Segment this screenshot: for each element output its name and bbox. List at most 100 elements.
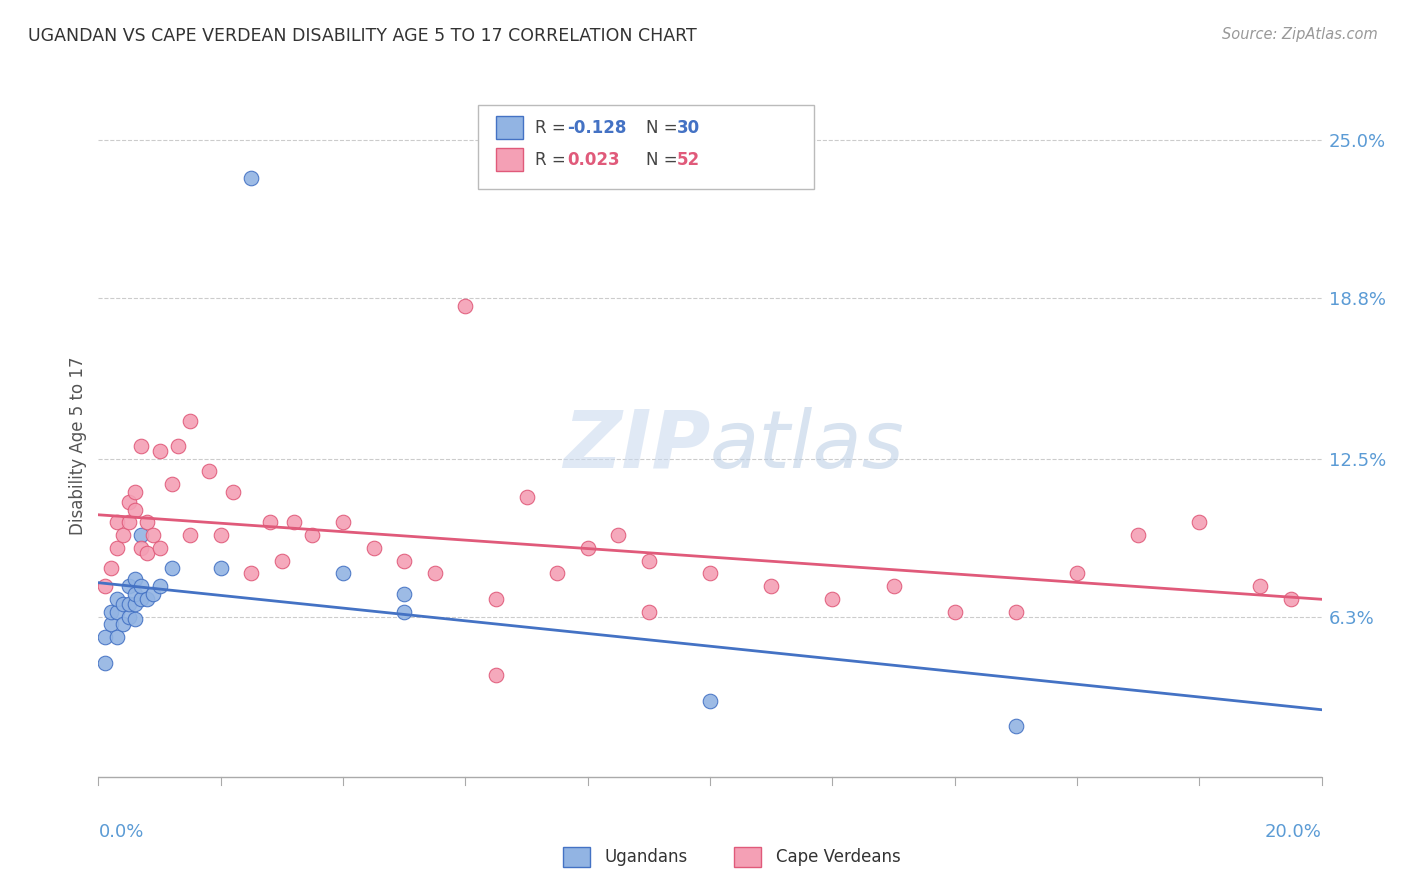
Point [111, 528, 134, 542]
Point [270, 554, 292, 568]
Point [105, 516, 128, 530]
Point [332, 566, 354, 581]
Point [129, 579, 152, 593]
Point [129, 439, 152, 453]
Point [1128, 528, 1150, 542]
Point [699, 566, 721, 581]
Bar [734, 847, 762, 867]
Point [118, 579, 141, 593]
Point [363, 541, 385, 555]
Point [1188, 516, 1211, 530]
Point [699, 694, 721, 708]
Text: R =: R = [536, 119, 571, 136]
Point [332, 516, 354, 530]
Text: Ugandans: Ugandans [605, 848, 688, 866]
Point [222, 484, 245, 499]
Point [105, 630, 128, 644]
Point [160, 561, 183, 575]
Text: N =: N = [647, 151, 683, 169]
Point [111, 597, 134, 611]
Point [240, 171, 263, 186]
Point [124, 587, 146, 601]
Point [118, 516, 141, 530]
Point [1249, 579, 1271, 593]
Bar [496, 148, 523, 171]
Point [136, 591, 159, 606]
Point [240, 566, 263, 581]
Point [160, 477, 183, 491]
Point [516, 490, 538, 504]
Text: ZIP: ZIP [562, 407, 710, 485]
Point [124, 597, 146, 611]
Point [93, 630, 115, 644]
Text: Source: ZipAtlas.com: Source: ZipAtlas.com [1222, 27, 1378, 42]
Point [179, 528, 201, 542]
Point [485, 591, 508, 606]
Point [637, 605, 661, 619]
Text: 30: 30 [678, 119, 700, 136]
Point [209, 561, 232, 575]
Text: 20.0%: 20.0% [1265, 823, 1322, 841]
Point [392, 554, 416, 568]
Text: 52: 52 [678, 151, 700, 169]
Text: UGANDAN VS CAPE VERDEAN DISABILITY AGE 5 TO 17 CORRELATION CHART: UGANDAN VS CAPE VERDEAN DISABILITY AGE 5… [28, 27, 697, 45]
Point [124, 484, 146, 499]
Point [118, 597, 141, 611]
Point [129, 591, 152, 606]
Point [142, 528, 165, 542]
Point [149, 579, 172, 593]
Point [1066, 566, 1088, 581]
Point [136, 546, 159, 560]
Point [197, 465, 219, 479]
Point [392, 587, 416, 601]
Point [129, 528, 152, 542]
Point [124, 502, 146, 516]
Point [259, 516, 281, 530]
Point [179, 413, 201, 427]
Point [943, 605, 966, 619]
Point [637, 554, 661, 568]
Point [111, 617, 134, 632]
Point [142, 587, 165, 601]
Point [100, 561, 122, 575]
Point [1004, 719, 1026, 733]
Point [118, 609, 141, 624]
Point [759, 579, 782, 593]
Point [105, 605, 128, 619]
Point [129, 541, 152, 555]
Point [93, 656, 115, 670]
Text: 0.0%: 0.0% [98, 823, 143, 841]
Text: 0.023: 0.023 [567, 151, 620, 169]
Point [883, 579, 905, 593]
Point [821, 591, 844, 606]
Point [100, 617, 122, 632]
Point [283, 516, 305, 530]
Point [576, 541, 599, 555]
Point [167, 439, 190, 453]
Point [423, 566, 446, 581]
Bar [496, 116, 523, 139]
Point [454, 299, 477, 313]
Point [209, 528, 232, 542]
Y-axis label: Disability Age 5 to 17: Disability Age 5 to 17 [69, 357, 87, 535]
Point [301, 528, 323, 542]
Point [93, 579, 115, 593]
Point [149, 541, 172, 555]
Text: N =: N = [647, 119, 683, 136]
Point [105, 541, 128, 555]
Point [1279, 591, 1302, 606]
Point [546, 566, 568, 581]
Point [1004, 605, 1026, 619]
Point [392, 605, 416, 619]
Point [124, 572, 146, 586]
Point [485, 668, 508, 682]
Point [105, 591, 128, 606]
Text: -0.128: -0.128 [567, 119, 626, 136]
FancyBboxPatch shape [478, 105, 814, 189]
Text: Cape Verdeans: Cape Verdeans [776, 848, 901, 866]
Point [149, 444, 172, 458]
Point [136, 516, 159, 530]
Point [607, 528, 630, 542]
Point [100, 605, 122, 619]
Point [124, 612, 146, 626]
